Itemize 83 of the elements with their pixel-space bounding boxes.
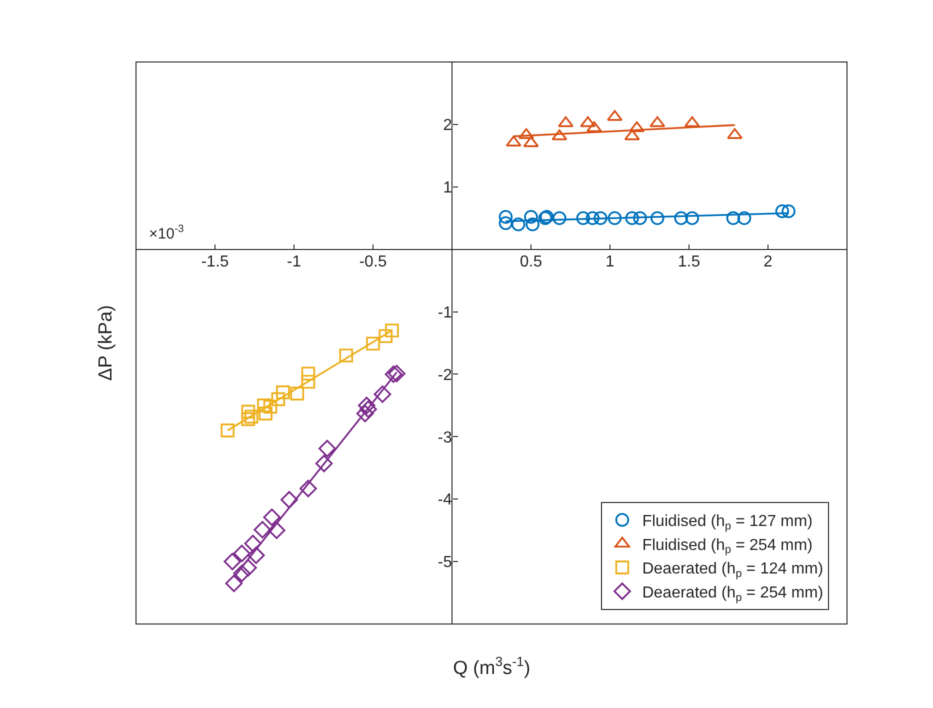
- point: [241, 404, 256, 419]
- point: [685, 211, 700, 226]
- y-axis-title: ΔP (kPa): [96, 305, 117, 381]
- point: [358, 396, 376, 414]
- legend-label: Fluidised (h$_{p}$ = 127 mm): [642, 513, 813, 532]
- point: [301, 366, 316, 380]
- point: [300, 480, 317, 498]
- point: [315, 454, 333, 472]
- y-tick-label: -3: [438, 429, 452, 446]
- point: [301, 374, 316, 389]
- x-tick-label: -1: [286, 253, 302, 270]
- point: [378, 329, 393, 344]
- x-tick-label: -1.5: [201, 253, 229, 270]
- x-tick-label: 0.5: [520, 253, 542, 270]
- point: [684, 116, 700, 128]
- point: [225, 574, 243, 592]
- point: [233, 564, 251, 582]
- point: [580, 116, 596, 128]
- legend-label: Deaerated (h$_{p}$ = 254 mm): [642, 584, 824, 604]
- point: [633, 211, 647, 226]
- point: [624, 129, 640, 140]
- point: [263, 508, 281, 526]
- point: [498, 216, 513, 230]
- point: [258, 406, 272, 420]
- y-tick-label: -1: [438, 304, 452, 322]
- point: [511, 217, 526, 232]
- point: [271, 392, 286, 406]
- point: [384, 366, 402, 383]
- x-tick-label: -0.5: [359, 253, 387, 270]
- y-tick-label: -2: [438, 366, 452, 384]
- x-axis-title: Q (m$^{3}$s$^{-1}$): [453, 654, 530, 679]
- x-tick-label: 1: [606, 253, 615, 270]
- point: [498, 210, 513, 224]
- point: [388, 364, 406, 382]
- point: [244, 534, 262, 552]
- point: [775, 204, 790, 218]
- point: [263, 400, 278, 414]
- point: [360, 400, 377, 418]
- point: [290, 386, 304, 400]
- point: [552, 129, 568, 140]
- point: [552, 211, 566, 226]
- point: [356, 404, 374, 422]
- y-tick-label: 1: [443, 179, 452, 196]
- point: [366, 336, 380, 351]
- point: [526, 217, 540, 232]
- point: [239, 559, 257, 576]
- point: [247, 546, 265, 564]
- point: [385, 324, 399, 338]
- y-tick-label: 2: [443, 117, 452, 134]
- point: [241, 412, 256, 426]
- point: [233, 544, 251, 562]
- point: [650, 116, 666, 128]
- y-tick-label: -4: [438, 492, 452, 509]
- x-tick-label: 2: [764, 253, 773, 270]
- point: [586, 211, 600, 226]
- point: [374, 386, 392, 403]
- point: [650, 211, 664, 226]
- point: [339, 348, 354, 362]
- point: [576, 211, 590, 226]
- point: [254, 521, 272, 538]
- point: [318, 440, 336, 458]
- point: [608, 211, 622, 226]
- legend-label: Deaerated (h$_{p}$ = 124 mm): [642, 560, 824, 580]
- point: [257, 398, 271, 412]
- point: [629, 121, 645, 132]
- point: [524, 210, 538, 224]
- point: [737, 211, 752, 226]
- x-tick-label: 1.5: [678, 253, 700, 270]
- point: [625, 211, 640, 226]
- point: [280, 491, 298, 508]
- point: [276, 385, 290, 400]
- point: [782, 204, 796, 218]
- legend-label: Fluidised (h$_{p}$ = 254 mm): [642, 536, 813, 556]
- point: [244, 410, 258, 424]
- point: [224, 552, 242, 570]
- annotation: ×10$^{-3}$: [149, 223, 184, 242]
- point: [674, 211, 688, 226]
- point: [594, 211, 608, 226]
- y-tick-label: -5: [438, 554, 452, 572]
- point: [726, 211, 740, 226]
- point: [523, 136, 539, 148]
- point: [268, 522, 286, 540]
- point: [220, 424, 235, 438]
